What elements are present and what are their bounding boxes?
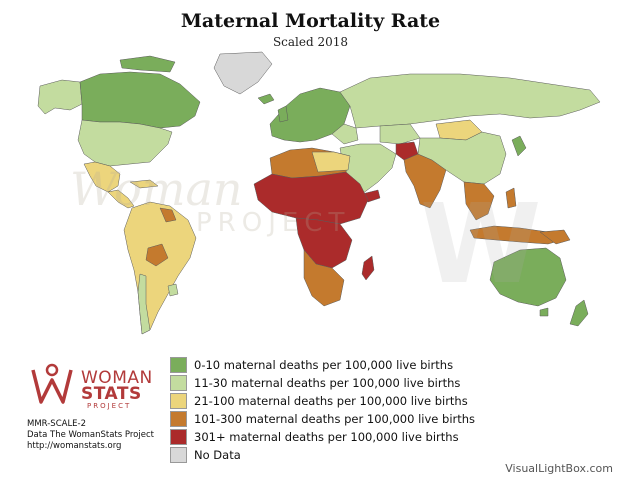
region-bolivia <box>145 243 169 267</box>
footer-source: Data The WomanStats Project <box>27 430 154 440</box>
womanstats-emblem-icon <box>31 363 73 404</box>
legend-label: 301+ maternal deaths per 100,000 live bi… <box>194 430 459 444</box>
region-eastern-europe <box>331 123 359 145</box>
map-title: Maternal Mortality Rate <box>180 10 441 32</box>
region-canada-islands <box>119 55 176 73</box>
region-usa <box>77 119 173 167</box>
region-caribbean <box>129 179 159 189</box>
footer-info: MMR-SCALE-2 Data The WomanStats Project … <box>27 419 154 452</box>
legend-item: 301+ maternal deaths per 100,000 live bi… <box>170 428 475 446</box>
legend-swatch <box>170 429 187 445</box>
womanstats-logo: WOMAN STATS PROJECT <box>27 362 152 412</box>
region-canada <box>79 71 201 129</box>
logo-line-2: STATS <box>81 384 142 404</box>
legend-label: 0-10 maternal deaths per 100,000 live bi… <box>194 358 454 372</box>
legend-swatch <box>170 357 187 373</box>
legend-swatch <box>170 447 187 463</box>
footer-url: http://womanstats.org <box>27 441 122 451</box>
legend-item: 0-10 maternal deaths per 100,000 live bi… <box>170 356 475 374</box>
legend-label: 101-300 maternal deaths per 100,000 live… <box>194 412 476 426</box>
legend-label: No Data <box>194 448 241 462</box>
region-south-america <box>123 201 197 335</box>
region-new-zealand <box>569 299 589 327</box>
legend-swatch <box>170 393 187 409</box>
region-alaska <box>37 79 83 115</box>
map-subtitle: Scaled 2018 <box>272 35 349 49</box>
footer-code: MMR-SCALE-2 <box>27 419 87 429</box>
region-kazakhstan <box>379 123 421 145</box>
legend-swatch <box>170 375 187 391</box>
legend-label: 21-100 maternal deaths per 100,000 live … <box>194 394 468 408</box>
region-korea-japan <box>511 135 527 157</box>
region-madagascar <box>361 255 375 281</box>
legend-swatch <box>170 411 187 427</box>
legend: 0-10 maternal deaths per 100,000 live bi… <box>170 356 475 464</box>
region-iceland <box>257 93 275 105</box>
region-papua <box>539 229 571 245</box>
region-greenland <box>213 51 273 95</box>
legend-item: 11-30 maternal deaths per 100,000 live b… <box>170 374 475 392</box>
region-west-africa <box>253 171 369 225</box>
region-uruguay <box>167 283 179 297</box>
region-southeast-asia <box>463 181 495 221</box>
region-philippines <box>505 187 517 209</box>
region-south-africa <box>303 249 345 307</box>
credit-link[interactable]: VisualLightBox.com <box>505 462 613 475</box>
region-libya-egypt <box>311 151 351 173</box>
region-guyana <box>159 207 177 223</box>
logo-line-1: WOMAN <box>81 368 153 388</box>
region-central-africa <box>295 217 353 269</box>
legend-item: 101-300 maternal deaths per 100,000 live… <box>170 410 475 428</box>
region-australia <box>489 247 567 307</box>
logo-line-3: PROJECT <box>87 402 132 410</box>
region-uk <box>277 105 289 123</box>
region-central-america <box>107 189 135 209</box>
region-chile <box>137 273 151 335</box>
region-tasmania <box>539 307 549 317</box>
world-map <box>37 51 601 335</box>
legend-label: 11-30 maternal deaths per 100,000 live b… <box>194 376 461 390</box>
region-china <box>417 131 507 185</box>
region-mexico <box>83 161 121 193</box>
legend-item: No Data <box>170 446 475 464</box>
legend-item: 21-100 maternal deaths per 100,000 live … <box>170 392 475 410</box>
